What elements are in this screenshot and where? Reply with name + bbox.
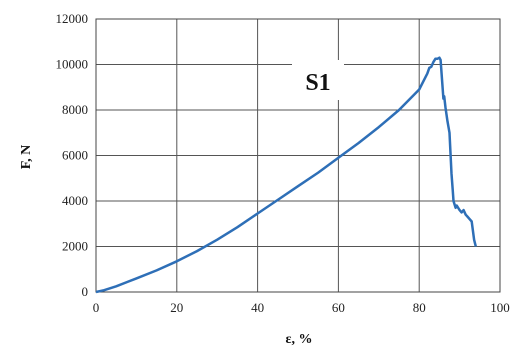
y-tick-label: 4000 — [62, 193, 88, 208]
y-tick-label: 8000 — [62, 102, 88, 117]
x-tick-label: 100 — [490, 300, 510, 315]
y-tick-label: 0 — [82, 284, 89, 299]
series-line-1 — [95, 56, 478, 294]
x-tick-label: 60 — [332, 300, 345, 315]
x-tick-label: 0 — [93, 300, 100, 315]
x-tick-label: 20 — [170, 300, 183, 315]
y-tick-label: 12000 — [56, 11, 89, 26]
series-layer — [95, 56, 478, 294]
x-axis-label: ε, % — [286, 332, 313, 347]
x-tick-label: 40 — [251, 300, 264, 315]
series-annotation: S1 — [305, 70, 330, 96]
y-tick-label: 6000 — [62, 148, 88, 163]
plot-frame — [95, 18, 501, 293]
x-tick-label: 80 — [413, 300, 426, 315]
y-tick-label: 2000 — [62, 239, 88, 254]
tick-labels: 0 20 40 60 80 100 0 2000 4000 6000 8000 10000 12000 — [56, 11, 510, 315]
y-axis-label: F, N — [19, 145, 34, 169]
y-tick-label: 10000 — [56, 57, 89, 72]
annotation-background — [292, 60, 344, 100]
